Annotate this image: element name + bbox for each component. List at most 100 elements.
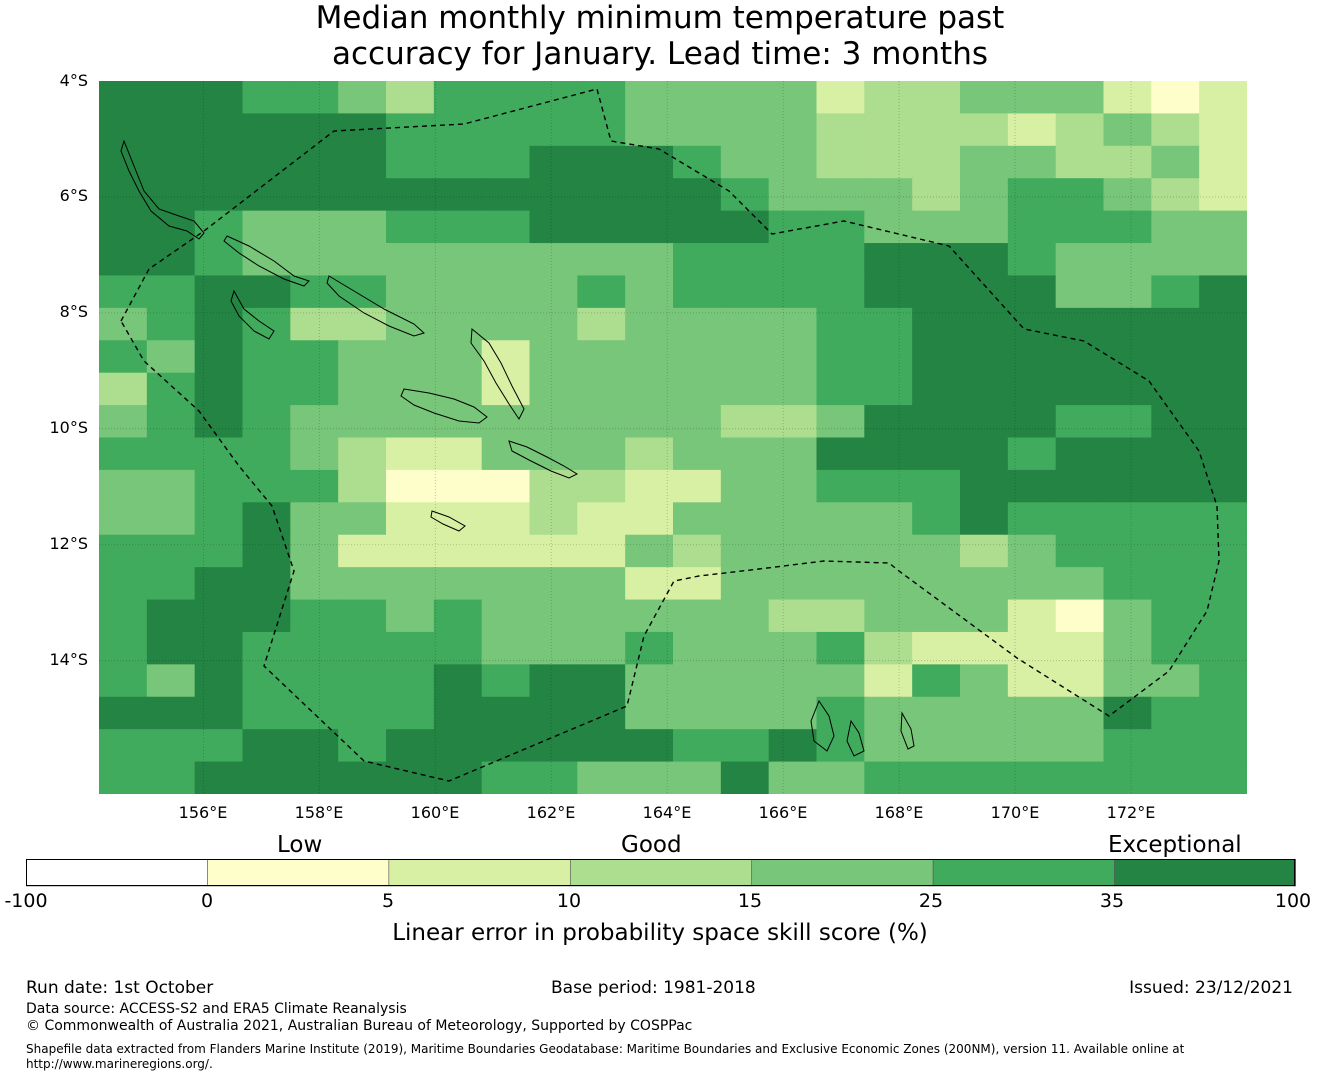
grid-cell (864, 113, 913, 147)
grid-cell (864, 178, 913, 212)
grid-cell (242, 696, 291, 730)
grid-cell (960, 664, 1009, 698)
colorbar-word-exceptional: Exceptional (1108, 832, 1242, 858)
grid-cell (433, 534, 483, 568)
grid-cell (1199, 340, 1247, 374)
grid-cell (1103, 81, 1152, 115)
grid-cell (864, 599, 913, 633)
colorbar-swatch (569, 859, 753, 887)
grid-cell (146, 81, 196, 115)
grid-cell (99, 437, 148, 471)
grid-cell (960, 81, 1009, 115)
lat-label-12s: 12°S (49, 534, 88, 553)
grid-cell (290, 534, 339, 568)
grid-cell (625, 696, 674, 730)
grid-cell (1055, 469, 1105, 503)
grid-cell (433, 145, 483, 179)
grid-cell (768, 469, 818, 503)
grid-cell (99, 599, 148, 633)
grid-cell (433, 307, 483, 341)
grid-cell (99, 405, 148, 439)
grid-cell (338, 210, 387, 244)
grid-cell (481, 243, 531, 277)
grid-cell (1151, 178, 1200, 212)
grid-cell (1199, 372, 1247, 406)
grid-cell (577, 567, 626, 601)
grid-cell (1007, 178, 1057, 212)
grid-cell (1055, 340, 1105, 374)
grid-cell (1151, 145, 1200, 179)
grid-cell (768, 405, 818, 439)
grid-cell (864, 534, 913, 568)
title-line-1: Median monthly minimum temperature past (315, 0, 1005, 36)
grid-cell (625, 599, 674, 633)
grid-cell (242, 729, 291, 763)
grid-cell (338, 599, 387, 633)
grid-cell (1103, 307, 1152, 341)
grid-cell (386, 469, 435, 503)
grid-cell (912, 113, 961, 147)
grid-cell (529, 275, 578, 309)
grid-cell (912, 145, 961, 179)
grid-cell (960, 145, 1009, 179)
grid-cell (912, 178, 961, 212)
grid-cell (720, 145, 770, 179)
grid-cell (529, 243, 578, 277)
grid-cell (864, 307, 913, 341)
grid-cell (338, 405, 387, 439)
lon-label-168e: 168°E (874, 803, 924, 822)
grid-cell (338, 145, 387, 179)
grid-cell (529, 340, 578, 374)
colorbar-word-good: Good (621, 832, 682, 858)
grid-cell (768, 113, 818, 147)
grid-cell (194, 340, 244, 374)
grid-cell (1055, 243, 1105, 277)
grid-cell (1007, 113, 1057, 147)
grid-cell (625, 567, 674, 601)
grid-cell (960, 696, 1009, 730)
grid-cell (481, 567, 531, 601)
grid-cell (242, 664, 291, 698)
grid-cell (1055, 81, 1105, 115)
grid-cell (625, 145, 674, 179)
grid-cell (1055, 567, 1105, 601)
grid-cell (1055, 534, 1105, 568)
grid-cell (720, 178, 770, 212)
grid-cell (481, 405, 531, 439)
grid-cell (529, 502, 578, 536)
grid-cell (960, 340, 1009, 374)
grid-cell (481, 340, 531, 374)
grid-cell (912, 437, 961, 471)
grid-cell (1007, 405, 1057, 439)
grid-cell (768, 145, 818, 179)
colorbar-swatch (388, 859, 571, 887)
grid-cell (433, 502, 483, 536)
grid-cell (673, 761, 722, 794)
santa-isabel-island (326, 275, 425, 337)
grid-cell (625, 631, 674, 665)
grid-cell (673, 372, 722, 406)
grid-cell (768, 178, 818, 212)
grid-cell (673, 599, 722, 633)
grid-cell (577, 502, 626, 536)
grid-cell (242, 340, 291, 374)
grid-cell (1055, 502, 1105, 536)
grid-cell (1199, 567, 1247, 601)
grid-cell (194, 534, 244, 568)
lon-label-158e: 158°E (294, 803, 344, 822)
grid-cell (338, 567, 387, 601)
grid-cell (1055, 631, 1105, 665)
grid-cell (960, 761, 1009, 794)
lon-label-160e: 160°E (410, 803, 460, 822)
grid-cell (529, 210, 578, 244)
choiseul-island (223, 235, 310, 287)
grid-cell (864, 664, 913, 698)
colorbar-word-low: Low (277, 832, 323, 858)
grid-cell (768, 340, 818, 374)
grid-cell (386, 307, 435, 341)
grid-cell (1199, 437, 1247, 471)
chart-title: Median monthly minimum temperature past … (0, 0, 1320, 72)
grid-cell (720, 469, 770, 503)
grid-cell (625, 469, 674, 503)
grid-cell (99, 567, 148, 601)
